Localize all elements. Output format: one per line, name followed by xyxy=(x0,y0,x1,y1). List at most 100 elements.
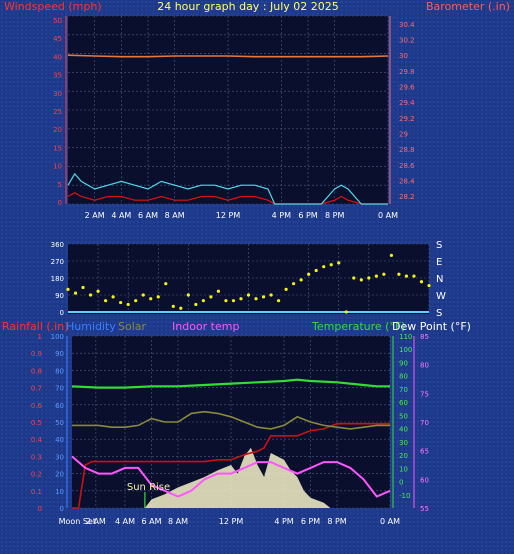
wind-x-tick: 8 AM xyxy=(165,211,185,220)
sunrise-label: Sun Rise xyxy=(127,482,170,493)
wind-x-tick: 4 PM xyxy=(272,211,291,220)
barometer-tick: 29.2 xyxy=(399,115,415,123)
direction-degree-tick: 90 xyxy=(55,292,64,300)
barometer-tick: 28.6 xyxy=(399,162,415,170)
direction-point xyxy=(156,295,160,299)
legend-solar: Solar xyxy=(118,320,147,333)
temperature-x-tick: 2 AM xyxy=(86,517,106,526)
windspeed-tick: 10 xyxy=(53,163,62,171)
wind-barometer-panel: Windspeed (mph) Barometer (.in) 0 5 10 15 20… xyxy=(4,0,510,220)
indoor-temp-tick: 70 xyxy=(420,419,429,427)
direction-point xyxy=(201,299,205,303)
indoor-temp-tick: 55 xyxy=(420,505,429,513)
direction-plot-area xyxy=(68,244,429,314)
barometer-tick: 29 xyxy=(399,131,408,139)
temperature-x-tick: 4 AM xyxy=(115,517,135,526)
direction-point xyxy=(314,268,318,273)
direction-point xyxy=(231,299,236,303)
direction-point xyxy=(209,295,213,299)
wind-x-tick: 6 PM xyxy=(298,211,317,220)
wind-avg-series xyxy=(67,192,388,205)
direction-point xyxy=(216,289,221,293)
direction-point xyxy=(344,310,348,314)
humidity-tick: 40 xyxy=(55,436,64,444)
humidity-tick: 20 xyxy=(55,471,64,479)
humidity-tick: 0 xyxy=(60,505,64,513)
temperature-x-tick: 4 PM xyxy=(274,517,293,526)
direction-compass-tick: N xyxy=(436,274,443,285)
direction-point xyxy=(276,299,281,303)
direction-point xyxy=(269,293,273,297)
temperature-tick: 40 xyxy=(399,426,408,434)
humidity-tick: 30 xyxy=(55,453,64,461)
legend-temperature: Temperature (°F) xyxy=(311,320,406,333)
solar-area xyxy=(144,447,331,508)
humidity-line xyxy=(72,410,390,430)
temperature-x-tick: 8 AM xyxy=(168,517,188,526)
barometer-tick: 30.2 xyxy=(399,37,415,45)
direction-point xyxy=(224,299,228,303)
rainfall-tick: 0.3 xyxy=(31,453,42,461)
humidity-tick: 70 xyxy=(55,385,64,393)
direction-point xyxy=(307,272,311,276)
legend-rainfall: Rainfall (.in) xyxy=(2,320,69,333)
humidity-tick: 80 xyxy=(55,367,64,375)
temperature-tick: -10 xyxy=(399,492,410,500)
temperature-tick: 100 xyxy=(399,346,412,354)
direction-point xyxy=(322,265,326,269)
temperature-tick: 0 xyxy=(399,479,403,487)
rainfall-tick: 0.6 xyxy=(31,402,43,410)
direction-point xyxy=(239,297,243,301)
direction-point xyxy=(171,304,175,308)
direction-point xyxy=(404,274,409,278)
temperature-panel: Rainfall (.in) Humidity Solar Indoor tem… xyxy=(2,320,471,526)
direction-point xyxy=(427,283,431,288)
temperature-x-tick: Moon Set xyxy=(59,517,96,526)
barometer-axis-label: Barometer (.in) xyxy=(426,0,510,13)
barometer-tick: 28.2 xyxy=(399,193,415,201)
indoor-temp-line xyxy=(71,455,391,498)
direction-compass-tick: W xyxy=(436,291,446,302)
direction-point xyxy=(389,253,393,257)
rainfall-ticks: 0 0.1 0.2 0.3 0.4 0.5 0.6 0.7 0.8 0.9 1 xyxy=(31,333,43,513)
direction-point xyxy=(141,293,145,297)
direction-degree-ticks: 0 90 180 270 360 xyxy=(51,241,64,317)
humidity-tick: 60 xyxy=(55,402,64,410)
humidity-tick: 50 xyxy=(55,419,64,427)
direction-point xyxy=(186,293,190,297)
wind-gust-series xyxy=(67,172,388,205)
windspeed-tick: 15 xyxy=(53,144,62,152)
temperature-x-tick: 6 PM xyxy=(301,517,320,526)
barometer-tick: 28.4 xyxy=(399,178,415,186)
direction-point xyxy=(134,299,138,303)
barometer-tick: 29.8 xyxy=(399,68,415,76)
windspeed-tick: 20 xyxy=(53,126,62,134)
indoor-temp-ticks: 55 60 65 70 75 80 85 xyxy=(413,333,429,513)
rainfall-line xyxy=(72,422,390,509)
humidity-tick: 90 xyxy=(55,350,64,358)
windspeed-tick: 45 xyxy=(53,35,62,43)
direction-point xyxy=(96,289,100,293)
direction-degree-tick: 180 xyxy=(51,275,64,283)
rainfall-tick: 0.1 xyxy=(31,488,42,496)
direction-point xyxy=(126,302,130,307)
indoor-temp-tick: 85 xyxy=(420,333,429,341)
wind-x-tick: 2 AM xyxy=(85,211,105,220)
barometer-ticks: 28.2 28.4 28.6 28.8 29 29.2 29.4 29.6 29.8 30 30.2… xyxy=(65,16,415,204)
temperature-tick: 90 xyxy=(399,359,408,367)
temperature-line xyxy=(71,378,390,389)
direction-point xyxy=(374,274,378,278)
direction-point xyxy=(246,293,251,297)
windspeed-tick: 35 xyxy=(53,72,62,80)
barometer-tick: 30 xyxy=(399,52,408,60)
direction-point xyxy=(119,300,123,305)
temperature-ticks: -10 0 10 20 30 40 50 60 70 80 90 100 110 xyxy=(392,333,412,508)
rainfall-tick: 1 xyxy=(38,333,42,341)
wind-x-tick: 0 AM xyxy=(378,211,398,220)
direction-point xyxy=(111,295,115,299)
direction-point xyxy=(412,274,416,278)
direction-degree-tick: 0 xyxy=(60,309,64,317)
